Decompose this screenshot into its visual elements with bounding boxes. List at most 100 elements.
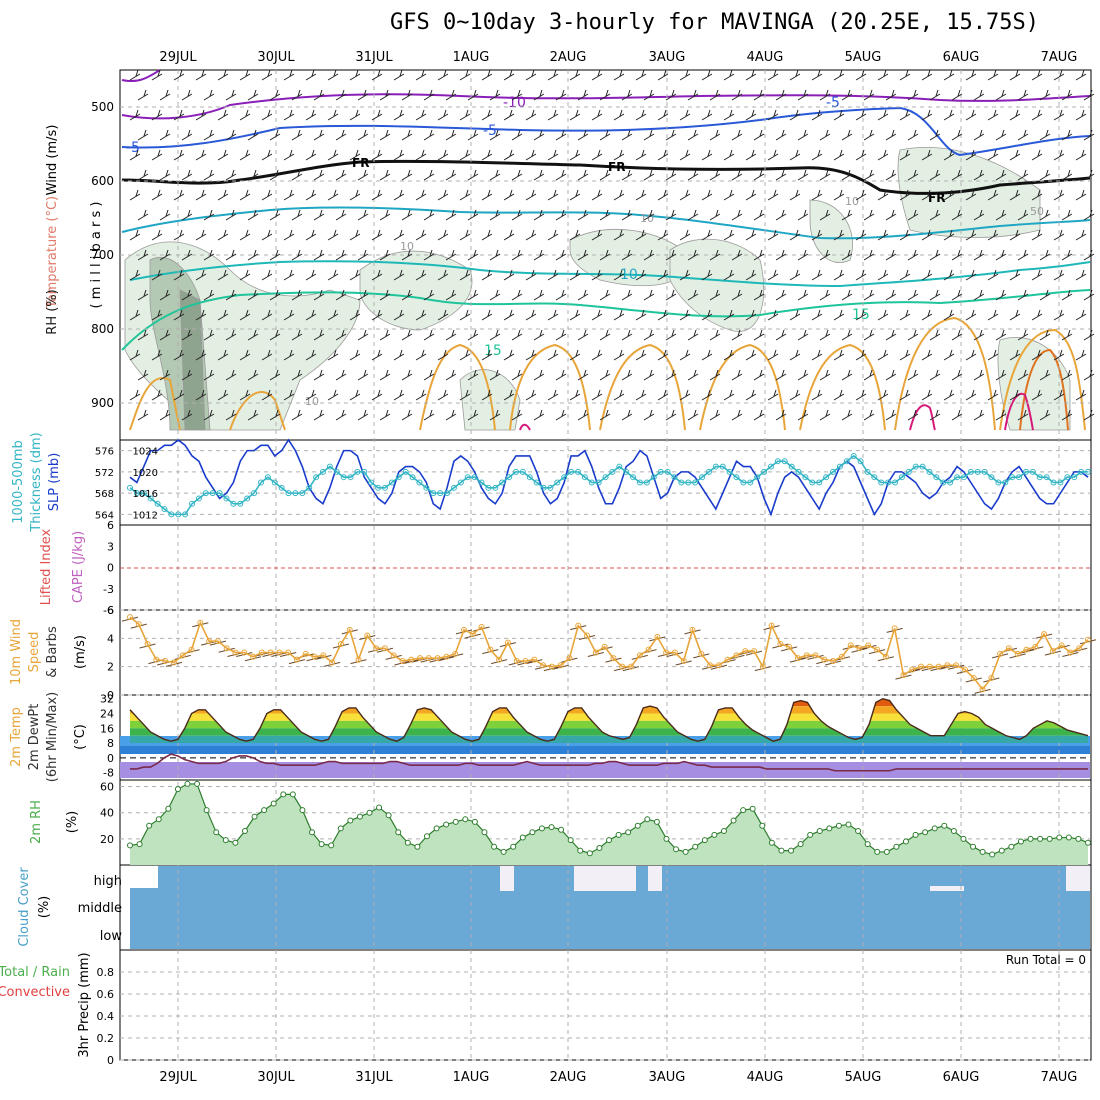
rh-point — [720, 828, 727, 834]
wind-barb — [195, 189, 207, 201]
thickness-line-point — [643, 479, 650, 486]
rh-point — [912, 831, 919, 838]
wind-barb — [423, 369, 435, 381]
wind-barb — [709, 209, 721, 221]
wind-barb — [907, 169, 919, 181]
rh-point — [768, 839, 775, 846]
wind-barb — [775, 249, 787, 261]
wind-barb — [1039, 329, 1051, 341]
wind-barb — [151, 69, 163, 81]
wind-barb — [239, 309, 251, 321]
wind-barb — [159, 249, 171, 261]
rh-point — [644, 816, 651, 823]
wind-barb — [885, 369, 897, 381]
wind-barb — [1075, 389, 1087, 401]
wind-barb — [261, 149, 273, 161]
rh-point — [328, 842, 335, 849]
wind-barb — [819, 169, 831, 181]
wind-barb — [393, 229, 405, 241]
thickness-line-point — [416, 479, 423, 486]
wind-barb — [379, 89, 391, 101]
wind-barb — [877, 69, 889, 81]
thickness-line-point — [637, 479, 644, 486]
wind-speed-line-point — [707, 662, 714, 669]
wind-barb — [1053, 309, 1065, 321]
wind-barb — [195, 269, 207, 281]
wind-barb — [327, 269, 339, 281]
wind-speed-line-point — [794, 655, 801, 662]
contour-fr — [121, 159, 1091, 195]
wind-barb — [1061, 129, 1073, 141]
wind-barb — [921, 389, 933, 401]
wind-barb — [239, 69, 251, 81]
wind-barb — [239, 109, 251, 121]
rh-point — [127, 842, 133, 849]
wind-speed-line-point — [293, 656, 300, 663]
wind-barb — [533, 209, 545, 221]
thickness-line-point — [671, 474, 678, 481]
wind-barb — [283, 189, 295, 201]
wind-barb — [445, 329, 457, 341]
wind-barb — [1075, 309, 1087, 321]
thickness-line-point — [361, 468, 368, 475]
wind-barb — [481, 269, 493, 281]
thickness-tick: 564 — [95, 510, 114, 521]
wind-barb — [731, 129, 743, 141]
wind-barb — [833, 69, 845, 81]
wind-barb — [701, 109, 713, 121]
thickness-line-point — [202, 490, 209, 497]
wind-barb — [467, 369, 479, 381]
wind-barbs — [121, 69, 1097, 694]
rh-point — [519, 834, 526, 841]
rh-point — [538, 825, 545, 832]
label-fr-1: FR — [352, 156, 369, 170]
wind-barb — [181, 409, 193, 421]
wind-barb — [723, 149, 735, 161]
wind-barb — [423, 409, 435, 421]
wind-barb — [679, 69, 691, 81]
thickness-line-point — [754, 474, 761, 481]
wind-barb — [137, 249, 149, 261]
temp-tick: 16 — [100, 722, 114, 735]
surface-wind-barb — [385, 654, 402, 660]
wind-barb — [569, 189, 581, 201]
thickness-line-point — [664, 468, 671, 475]
wind-barb — [995, 129, 1007, 141]
wind-barb — [797, 169, 809, 181]
wind-barb — [753, 289, 765, 301]
wind-barb — [525, 69, 537, 81]
rh-point — [845, 821, 852, 828]
rh-point — [404, 839, 411, 846]
thickness-line-point — [1029, 468, 1036, 475]
wind-barb — [459, 109, 471, 121]
thickness-line-point — [382, 484, 389, 491]
wind-barb — [1061, 249, 1073, 261]
wind-barb — [731, 209, 743, 221]
wind-barb — [1083, 249, 1095, 261]
wind-barb — [591, 229, 603, 241]
wind-speed-line-point — [1014, 650, 1021, 657]
label-cape: CAPE (J/kg) — [71, 531, 86, 603]
wind-barb — [745, 109, 757, 121]
wind-barb — [555, 289, 567, 301]
wind-speed-line-point — [399, 658, 406, 664]
thickness-line-point — [678, 479, 685, 486]
thickness-line-point — [616, 463, 623, 470]
rh-point — [443, 821, 450, 828]
thickness-line-point — [988, 474, 995, 481]
label-millibars: ( m i l l i b a r s ) — [89, 202, 104, 309]
wind-barb — [731, 289, 743, 301]
wind-barb — [833, 309, 845, 321]
wind-barb — [247, 409, 259, 421]
wind-barb — [841, 129, 853, 141]
rh-point — [280, 791, 287, 798]
rh-tick: 40 — [100, 807, 114, 820]
wind-barb — [599, 329, 611, 341]
wind-barb — [481, 389, 493, 401]
wind-speed-line-point — [812, 652, 819, 659]
wind-barb — [247, 169, 259, 181]
wind-barb — [841, 249, 853, 261]
rh-point — [883, 848, 890, 855]
wind-barb — [261, 69, 273, 81]
contour-20f — [699, 343, 786, 431]
